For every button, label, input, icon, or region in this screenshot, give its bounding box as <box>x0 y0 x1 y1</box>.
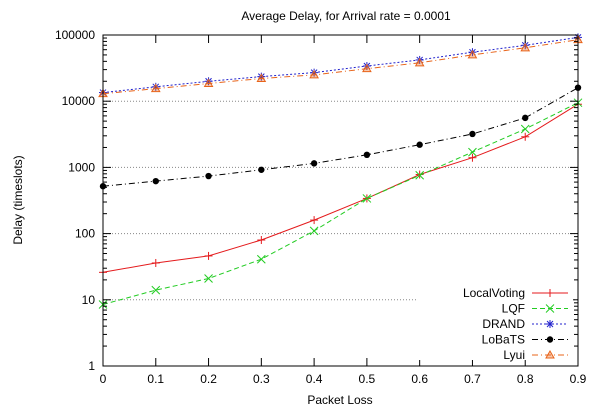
axis-ticks: 1 10 100 1000 10000 100000 0 0.1 0.2 0.3 0.4 0.5 0.6… <box>55 28 587 386</box>
series-line-lqf <box>102 102 579 305</box>
data-point-lyui <box>256 73 267 83</box>
data-point-localvoting <box>310 216 319 225</box>
chart-title: Average Delay, for Arrival rate = 0.0001 <box>241 9 451 23</box>
y-tick-label: 100 <box>75 227 95 241</box>
series-line-lyui <box>102 39 579 95</box>
data-point-lqf <box>256 254 266 264</box>
y-tick-label: 1000 <box>68 160 95 174</box>
data-point-localvoting <box>257 236 266 245</box>
data-point-lobats <box>258 166 265 173</box>
data-point-lyui <box>309 69 319 79</box>
legend-label-localvoting: LocalVoting <box>463 286 525 300</box>
data-point-lobats <box>469 130 476 138</box>
legend-marker-lqf <box>545 304 555 313</box>
y-tick-label: 10 <box>82 293 96 307</box>
data-point-lobats <box>310 160 318 167</box>
series-line-lobats <box>102 87 579 187</box>
y-tick-label: 10000 <box>62 94 96 108</box>
data-point-localvoting <box>151 258 160 267</box>
legend-label-lyui: Lyui <box>503 348 525 362</box>
legend-marker-drand <box>546 320 554 328</box>
data-point-lyui <box>467 49 478 59</box>
data-point-lobats <box>416 141 423 148</box>
data-point-lyui <box>150 83 161 93</box>
legend-label-lobats: LoBaTS <box>482 333 525 347</box>
x-tick-label: 0.7 <box>464 372 481 386</box>
data-point-lyui <box>520 42 531 52</box>
data-point-lobats <box>363 151 371 159</box>
y-axis-label: Delay (timeslots) <box>11 155 25 244</box>
data-point-lyui <box>414 57 425 67</box>
data-point-lqf <box>204 274 213 283</box>
x-tick-label: 0.3 <box>253 372 270 386</box>
data-point-lobats <box>522 114 529 122</box>
data-point-lyui <box>203 78 214 88</box>
plot-frame <box>102 34 579 367</box>
legend-marker-localvoting <box>546 289 554 297</box>
data-point-lqf <box>520 124 530 134</box>
data-point-lqf <box>362 194 372 203</box>
data-point-lobats <box>152 177 159 185</box>
legend-label-lqf: LQF <box>502 302 525 316</box>
x-tick-label: 0.6 <box>411 372 428 386</box>
y-tick-label: 1 <box>88 359 95 373</box>
legend-label-drand: DRAND <box>482 317 525 331</box>
data-point-lqf <box>468 147 477 157</box>
data-point-lqf <box>151 285 161 295</box>
data-point-lobats <box>205 172 212 180</box>
legend-marker-lyui <box>545 349 555 359</box>
data-point-lyui <box>362 63 372 73</box>
x-tick-label: 0.8 <box>517 372 534 386</box>
legend-marker-lobats <box>546 336 554 343</box>
data-point-localvoting <box>204 251 213 260</box>
data-point-lqf <box>415 170 425 180</box>
data-point-lqf <box>309 226 319 236</box>
x-tick-label: 0 <box>100 372 107 386</box>
x-tick-label: 0.5 <box>359 372 376 386</box>
data-point-localvoting <box>468 153 477 162</box>
x-axis-label: Packet Loss <box>307 393 372 407</box>
x-tick-label: 0.9 <box>570 372 587 386</box>
data-point-localvoting <box>521 132 530 141</box>
x-tick-label: 0.2 <box>200 372 217 386</box>
series-line-localvoting <box>102 103 579 273</box>
gridlines <box>103 100 578 301</box>
y-tick-label: 100000 <box>55 28 95 42</box>
x-tick-label: 0.1 <box>147 372 164 386</box>
x-tick-label: 0.4 <box>306 372 323 386</box>
